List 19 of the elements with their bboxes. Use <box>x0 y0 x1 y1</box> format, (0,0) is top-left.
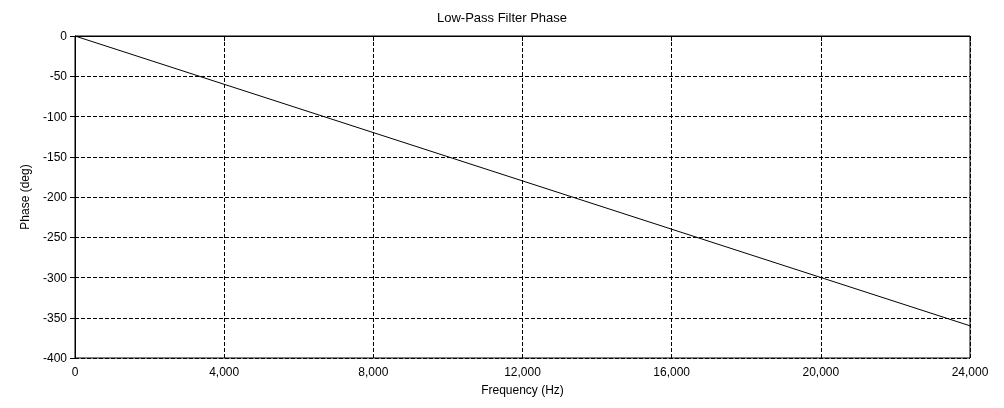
x-tick-label: 20,000 <box>802 365 840 379</box>
y-axis-title: Phase (deg) <box>18 164 32 230</box>
x-tick-label: 4,000 <box>209 365 240 379</box>
y-tick-label: -50 <box>49 69 68 84</box>
y-tick-label: -350 <box>42 310 68 325</box>
y-tick-label: -100 <box>42 109 68 124</box>
y-tick-label: 0 <box>60 29 68 43</box>
x-tick-label: 12,000 <box>504 365 542 379</box>
y-tick-label: -200 <box>42 190 68 204</box>
y-tick-label: -300 <box>42 270 68 285</box>
y-tick-label: -150 <box>42 149 68 164</box>
x-tick-label: 24,000 <box>951 365 989 379</box>
x-tick-label: 16,000 <box>653 365 691 379</box>
y-tick-label: -400 <box>42 351 68 365</box>
x-tick-label: 0 <box>71 365 79 379</box>
y-tick-label: -250 <box>42 230 68 245</box>
x-tick-label: 8,000 <box>358 365 389 379</box>
x-axis-title: Frequency (Hz) <box>481 383 564 397</box>
chart-title: Low-Pass Filter Phase <box>436 10 568 25</box>
